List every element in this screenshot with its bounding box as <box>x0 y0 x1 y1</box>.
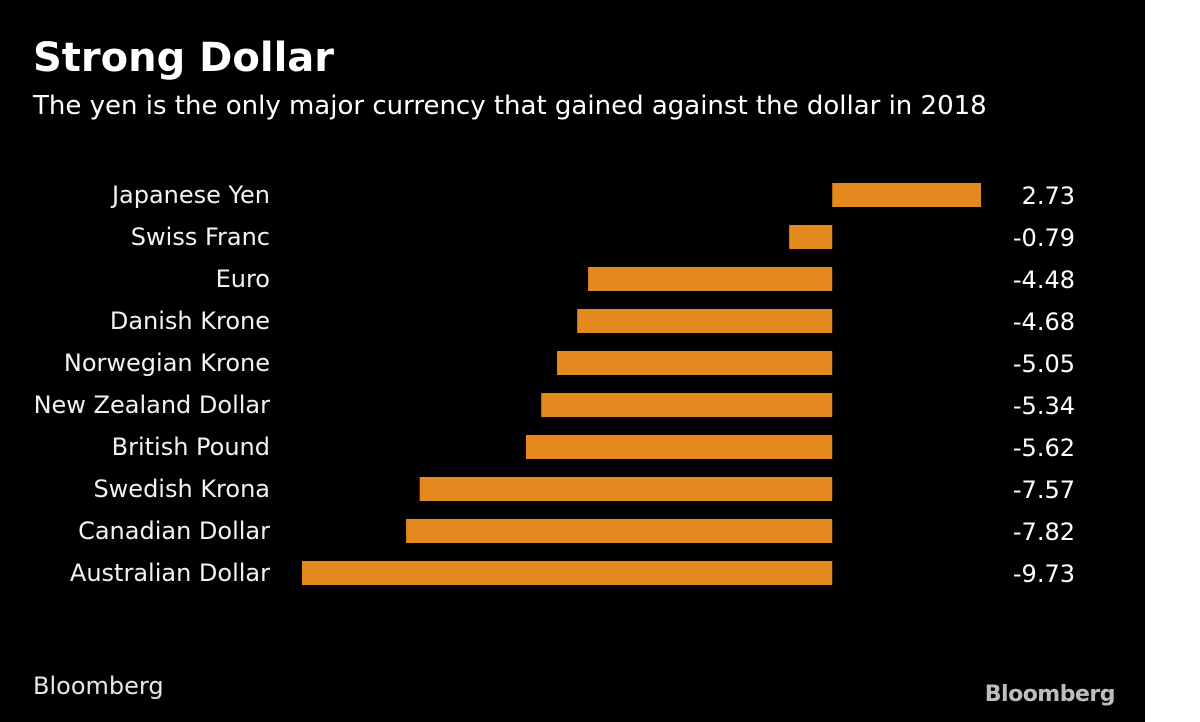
category-label-swiss-franc: Swiss Franc <box>131 223 270 251</box>
category-label-australian-dollar: Australian Dollar <box>70 559 270 587</box>
value-label-new-zealand-dollar: -5.34 <box>1013 392 1075 420</box>
value-label-british-pound: -5.62 <box>1013 434 1075 462</box>
chart-title: Strong Dollar <box>33 35 334 81</box>
category-label-japanese-yen: Japanese Yen <box>110 181 270 209</box>
category-label-new-zealand-dollar: New Zealand Dollar <box>34 391 271 419</box>
bar-swedish-krona <box>419 477 833 501</box>
value-label-norwegian-krone: -5.05 <box>1013 350 1075 378</box>
bar-norwegian-krone <box>557 351 833 375</box>
bar-new-zealand-dollar <box>541 393 833 417</box>
value-label-swedish-krona: -7.57 <box>1013 476 1075 504</box>
bloomberg-logo: Bloomberg <box>984 682 1116 707</box>
category-label-canadian-dollar: Canadian Dollar <box>78 517 270 545</box>
bar-british-pound <box>525 435 833 459</box>
bar-chart: Japanese Yen 2.73 Swiss Franc -0.79 Euro -4.4… <box>34 181 1075 588</box>
category-label-euro: Euro <box>216 265 270 293</box>
bar-danish-krone <box>577 309 833 333</box>
value-label-canadian-dollar: -7.82 <box>1013 518 1075 546</box>
chart-panel: Strong Dollar The yen is the only major … <box>0 0 1145 722</box>
bar-australian-dollar <box>302 561 833 585</box>
value-label-australian-dollar: -9.73 <box>1013 560 1075 588</box>
bar-canadian-dollar <box>406 519 833 543</box>
source-note: Bloomberg <box>33 672 164 700</box>
bar-japanese-yen <box>832 183 981 207</box>
category-label-danish-krone: Danish Krone <box>110 307 270 335</box>
value-label-euro: -4.48 <box>1013 266 1075 294</box>
bar-swiss-franc <box>789 225 833 249</box>
value-label-japanese-yen: 2.73 <box>1022 182 1075 210</box>
value-label-swiss-franc: -0.79 <box>1013 224 1075 252</box>
category-label-swedish-krona: Swedish Krona <box>93 475 270 503</box>
chart-subtitle: The yen is the only major currency that … <box>33 91 987 121</box>
bar-euro <box>588 267 833 291</box>
category-label-british-pound: British Pound <box>112 433 270 461</box>
category-label-norwegian-krone: Norwegian Krone <box>64 349 270 377</box>
value-label-danish-krone: -4.68 <box>1013 308 1075 336</box>
